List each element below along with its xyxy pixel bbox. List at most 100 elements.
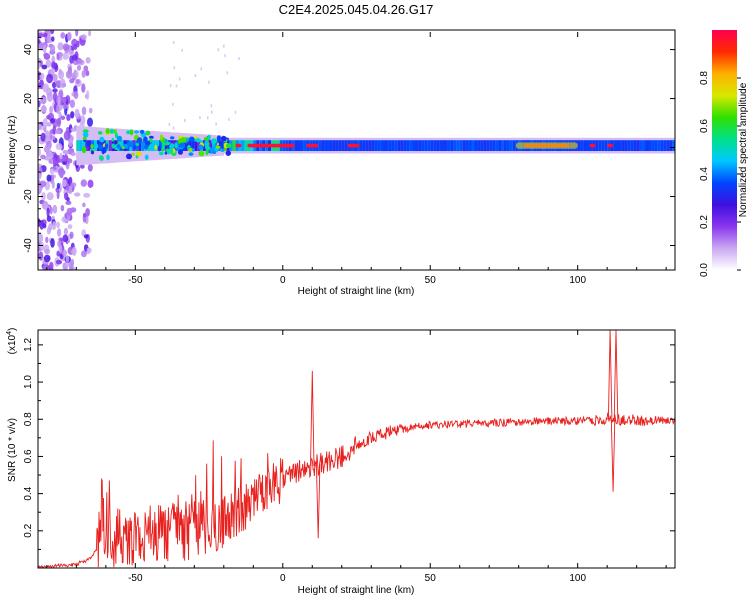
spectrogram-cell xyxy=(79,115,86,126)
spectrogram-cell xyxy=(442,140,446,151)
spectrogram-cell xyxy=(55,259,63,265)
spectrogram-cell xyxy=(205,149,209,156)
spectrogram-cell xyxy=(62,43,70,51)
spectrogram-x-tick-label: 100 xyxy=(569,275,586,286)
spectrogram-cell xyxy=(42,32,48,38)
spectrogram-cell xyxy=(377,140,381,151)
spectrogram-cell xyxy=(46,73,54,84)
spectrogram-y-tick-label: 20 xyxy=(23,93,34,105)
snr-y-tick-label: 0.8 xyxy=(23,412,34,426)
spectrogram-cell xyxy=(45,236,49,243)
spectrogram-peak xyxy=(589,143,596,148)
spectrogram-cell xyxy=(459,140,463,151)
spectrogram-cell xyxy=(194,74,197,77)
spectrogram-cell xyxy=(149,138,153,143)
spectrogram-cell xyxy=(403,140,407,151)
spectrogram-cell xyxy=(74,108,80,119)
spectrogram-cell xyxy=(79,140,83,151)
spectrogram-cell xyxy=(105,128,110,135)
spectrogram-cell xyxy=(38,251,44,261)
spectrogram-cell xyxy=(586,140,590,151)
spectrogram-x-tick-label: 0 xyxy=(280,275,286,286)
spectrogram-cell xyxy=(621,140,626,151)
spectrogram-cell xyxy=(73,69,77,80)
spectrogram-cell xyxy=(172,148,176,154)
spectrogram-cell xyxy=(374,140,378,151)
spectrogram-cell xyxy=(45,59,52,68)
spectrogram-cell xyxy=(303,140,307,151)
spectrogram-cell xyxy=(318,140,322,151)
spectrogram-cell xyxy=(70,182,77,188)
spectrogram-cell xyxy=(495,140,499,151)
spectrogram-cell xyxy=(52,221,57,231)
colorbar-tick-label: 0.8 xyxy=(699,71,710,85)
spectrogram-cell xyxy=(209,147,214,154)
spectrogram-cell xyxy=(145,130,151,136)
spectrogram-cell xyxy=(213,138,217,144)
spectrogram-cell xyxy=(669,140,673,151)
spectrogram-cell xyxy=(38,186,42,195)
spectrogram-cell xyxy=(583,140,587,151)
spectrogram-cell xyxy=(215,122,217,126)
spectrogram-cell xyxy=(633,140,637,151)
spectrogram-cell xyxy=(136,150,142,157)
spectrogram-cell xyxy=(83,212,87,218)
figure-title: C2E4.2025.045.04.26.G17 xyxy=(279,2,434,17)
spectrogram-cell xyxy=(139,129,145,134)
spectrogram-cell xyxy=(85,90,90,100)
spectrogram-cell xyxy=(56,54,60,60)
spectrogram-x-label: Height of straight line (km) xyxy=(298,286,415,297)
spectrogram-cell xyxy=(116,144,121,149)
spectrogram-cell xyxy=(111,143,115,149)
spectrogram-cell xyxy=(199,116,201,120)
spectrogram-cell xyxy=(129,129,134,136)
spectrogram-cell xyxy=(81,70,86,78)
spectrogram-x-tick-label: -50 xyxy=(128,275,143,286)
spectrogram-cell xyxy=(486,140,490,151)
spectrogram-cell xyxy=(68,176,73,185)
spectrogram-cell xyxy=(69,231,74,239)
spectrogram-cell xyxy=(386,140,390,151)
spectrogram-cell xyxy=(666,140,670,151)
spectrogram-cell xyxy=(672,140,675,151)
spectrogram-cell xyxy=(85,208,90,217)
spectrogram-cell xyxy=(40,72,45,80)
spectrogram-cell xyxy=(164,138,168,143)
spectrogram-cell xyxy=(208,80,210,84)
spectrogram-cell xyxy=(327,140,331,151)
spectrogram-cell xyxy=(47,31,51,38)
spectrogram-cell xyxy=(62,156,68,162)
spectrogram-cell xyxy=(99,136,105,143)
colorbar-tick-label: 0.4 xyxy=(699,167,710,181)
spectrogram-cell xyxy=(67,158,73,164)
spectrogram-cell xyxy=(616,140,620,151)
snr-y-tick-label: 0.4 xyxy=(23,486,34,500)
spectrogram-cell xyxy=(144,154,149,160)
spectrogram-cell xyxy=(46,174,52,182)
spectrogram-cell xyxy=(388,140,393,151)
spectrogram-cell xyxy=(595,140,599,151)
spectrogram-cell xyxy=(210,104,213,108)
spectrogram-cell xyxy=(409,140,413,151)
spectrogram-cell xyxy=(492,140,496,151)
spectrogram-cell xyxy=(138,140,142,151)
spectrogram-y-label: Frequency (Hz) xyxy=(7,116,18,185)
spectrogram-cell xyxy=(580,140,584,151)
spectrogram-x-ticks: -50 0 50 100 xyxy=(46,32,667,286)
spectrogram-cell xyxy=(81,106,87,116)
spectrogram-cell xyxy=(174,142,178,149)
spectrogram-cell xyxy=(433,140,437,151)
spectrogram-cell xyxy=(56,221,60,228)
spectrogram-cell xyxy=(207,116,209,120)
spectrogram-cell xyxy=(501,140,505,151)
spectrogram-cell xyxy=(71,54,78,61)
spectrogram-cell xyxy=(211,110,213,114)
spectrogram-cell xyxy=(52,157,58,167)
spectrogram-cell xyxy=(335,140,340,151)
spectrogram-cell xyxy=(157,145,161,152)
spectrogram-cell xyxy=(121,146,125,150)
spectrogram-cell xyxy=(224,54,226,58)
spectrogram-cell xyxy=(56,104,61,115)
spectrogram-y-tick-label: 0 xyxy=(23,144,34,150)
spectrogram-cell xyxy=(371,140,375,151)
